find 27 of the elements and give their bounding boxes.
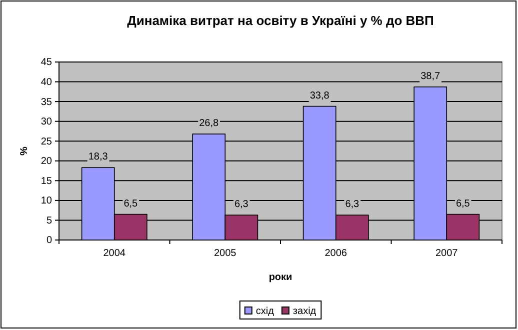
x-tick-label: 2004 [103,248,126,260]
data-label: 6,5 [456,198,470,210]
x-tick-label: 2007 [436,248,458,260]
data-label: 26,8 [199,118,220,129]
y-tick-label: 35 [40,96,52,108]
x-axis-title: роки [268,272,292,283]
data-label: 6,3 [345,199,360,210]
y-tick-label: 20 [40,156,52,168]
y-tick-label: 30 [40,116,52,128]
y-axis-title: % [19,146,30,156]
y-tick-label: 45 [40,57,52,68]
y-tick-label: 5 [46,215,52,226]
y-tick-label: 10 [40,196,52,207]
data-label: 6,3 [234,199,249,210]
data-label: 18,3 [88,152,108,163]
y-tick-label: 25 [40,136,52,148]
data-label: 6,5 [124,198,138,210]
y-tick-label: 0 [46,235,52,246]
x-tick-label: 2006 [324,248,348,260]
legend-label: захід [292,306,316,317]
y-tick-label: 15 [40,176,52,187]
data-label: 38,7 [420,70,441,82]
x-tick-label: 2005 [214,248,237,260]
y-tick-label: 40 [40,76,52,88]
legend-label: схід [256,306,274,317]
chart-title: Динаміка витрат на освіту в Україні у % до ВВП [127,13,434,28]
data-label: 33,8 [310,90,330,102]
